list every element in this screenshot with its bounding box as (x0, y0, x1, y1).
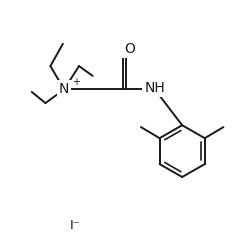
Text: O: O (124, 42, 136, 56)
Text: I⁻: I⁻ (70, 218, 81, 232)
Text: +: + (72, 77, 80, 87)
Text: N: N (59, 83, 69, 96)
Text: NH: NH (144, 81, 165, 95)
